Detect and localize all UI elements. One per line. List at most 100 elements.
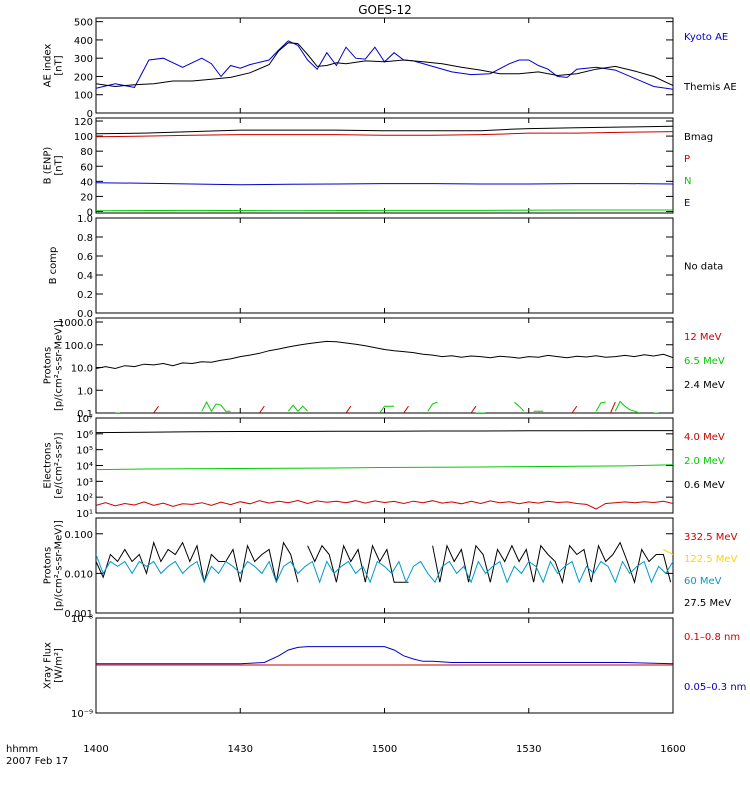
series-6-5-mev: [115, 400, 659, 413]
series-e: [96, 182, 673, 186]
y-tick-label: 1000.0: [58, 318, 93, 329]
y-axis-label: [W/m²]: [54, 648, 65, 683]
chart-title: GOES-12: [358, 3, 412, 17]
legend-entry: P: [684, 154, 690, 165]
y-tick-label: 10.0: [71, 364, 93, 375]
time-axis-label: hhmm: [6, 744, 38, 755]
y-tick-label: 10²: [76, 493, 93, 504]
y-axis-label: Protons: [43, 547, 54, 584]
legend-entry: No data: [684, 262, 723, 273]
legend-entry: 12 MeV: [684, 332, 722, 343]
legend-entry: Bmag: [684, 132, 713, 143]
y-tick-label: 10⁻⁸: [71, 614, 93, 625]
y-tick-label: 60: [80, 162, 93, 173]
legend-entry: 0.1–0.8 nm: [684, 632, 740, 643]
y-tick-label: 0.1: [77, 409, 93, 420]
y-tick-label: 1.0: [77, 214, 93, 225]
y-axis-label: B (ENP): [43, 147, 54, 185]
series-12-mev: [153, 401, 616, 413]
panel-electrons: 10⁷ 10⁶ 10⁵ 10⁴ 10³ 10² 10¹ Electrons [e/(cm²-s-…: [43, 414, 725, 520]
y-axis-label: [p/(cm²-s-sr-MeV)]: [54, 520, 65, 611]
x-axis: 1400 1430 1500 1530 1600: [83, 744, 685, 755]
y-axis-label: Electrons: [43, 442, 54, 488]
legend-entry: 27.5 MeV: [684, 598, 731, 609]
series-27-5-mev: [96, 540, 672, 585]
y-tick-label: 0.001: [64, 609, 93, 620]
legend-entry: 0.05–0.3 nm: [684, 682, 746, 693]
y-tick-label: 0.6: [77, 252, 93, 263]
series-60-mev: [96, 554, 673, 584]
x-tick-label: 1600: [660, 744, 685, 755]
y-tick-label: 0.100: [64, 530, 93, 541]
y-tick-label: 300: [74, 54, 93, 65]
legend-entry: 2.4 MeV: [684, 380, 725, 391]
legend-entry: 332.5 MeV: [684, 532, 738, 543]
y-tick-label: 10¹: [76, 509, 93, 520]
panel-frame: [95, 217, 674, 314]
panel-bcomp: 1.0 0.8 0.6 0.4 0.2 0.0 B comp No data: [48, 214, 723, 320]
y-tick-label: 10⁵: [76, 446, 93, 457]
y-axis-label: [nT]: [54, 55, 65, 75]
y-axis-label: [p/(cm²-s-sr-MeV)]: [54, 320, 65, 411]
y-tick-label: 1.0: [77, 386, 93, 397]
series-4-0-mev: [96, 499, 673, 510]
y-tick-label: 10⁻⁹: [71, 709, 93, 720]
legend-entry: 0.6 MeV: [684, 480, 725, 491]
y-axis-label: [nT]: [54, 155, 65, 175]
legend-entry: 2.0 MeV: [684, 456, 725, 467]
x-tick-label: 1500: [372, 744, 397, 755]
series-2-4-mev: [96, 340, 673, 370]
x-tick-label: 1400: [83, 744, 108, 755]
y-tick-label: 10⁶: [76, 430, 93, 441]
legend-entry: Themis AE: [683, 82, 737, 93]
legend-entry: 4.0 MeV: [684, 432, 725, 443]
panel-protons: 1000.0 100.0 10.0 1.0 0.1 Protons [p/(cm²-s-sr…: [43, 317, 725, 420]
series-0-6-mev: [96, 430, 673, 434]
panel-xray: 10⁻⁸ 10⁻⁹ Xray Flux [W/m²] 0.1–0.8 nm 0.05–0.…: [43, 614, 747, 720]
series-2-0-mev: [96, 464, 673, 471]
x-tick-label: 1430: [228, 744, 253, 755]
y-axis-label: B comp: [48, 247, 59, 285]
y-tick-label: 100.0: [64, 341, 93, 352]
y-tick-label: 80: [80, 147, 93, 158]
y-tick-label: 0.0: [77, 309, 93, 320]
series-0-05-0-3-nm: [96, 646, 673, 665]
panel-frame: [95, 517, 674, 614]
y-axis-label: Protons: [43, 347, 54, 384]
y-tick-label: 100: [74, 91, 93, 102]
y-tick-label: 40: [80, 177, 93, 188]
y-tick-label: 200: [74, 72, 93, 83]
date-label: 2007 Feb 17: [6, 756, 68, 767]
y-tick-label: 500: [74, 18, 93, 29]
legend-entry: 60 MeV: [684, 576, 722, 587]
panel-ae: 500 400 300 200 100 0 AE index [nT] Kyoto AE Them…: [43, 17, 737, 120]
y-tick-label: 0.8: [77, 233, 93, 244]
y-tick-label: 10³: [76, 477, 93, 488]
y-tick-label: 0: [87, 109, 93, 120]
y-axis-label: [e/(cm²-s-sr)]: [54, 432, 65, 498]
y-tick-label: 20: [80, 192, 93, 203]
series-n: [96, 209, 673, 212]
legend-entry: 6.5 MeV: [684, 356, 725, 367]
y-tick-label: 400: [74, 36, 93, 47]
series-122-5-mev: [663, 549, 673, 555]
legend-entry: E: [684, 198, 690, 209]
y-tick-label: 0: [87, 207, 93, 218]
panel-b: 120 100 80 60 40 20 0 B (ENP) [nT] Bmag PNE: [43, 117, 714, 218]
y-axis-label: Xray Flux: [43, 642, 54, 689]
series-p: [96, 131, 673, 138]
y-tick-label: 0.4: [77, 271, 93, 282]
legend-entry: N: [684, 176, 691, 187]
y-tick-label: 100: [74, 132, 93, 143]
legend-entry: Kyoto AE: [684, 32, 728, 43]
y-tick-label: 0.2: [77, 290, 93, 301]
y-tick-label: 120: [74, 117, 93, 128]
legend-entry: 122.5 MeV: [684, 554, 738, 565]
y-tick-label: 0.010: [64, 569, 93, 580]
panel-frame: [95, 17, 674, 114]
series-themis-ae: [96, 42, 673, 88]
panel-frame: [95, 317, 674, 414]
x-tick-label: 1530: [516, 744, 541, 755]
